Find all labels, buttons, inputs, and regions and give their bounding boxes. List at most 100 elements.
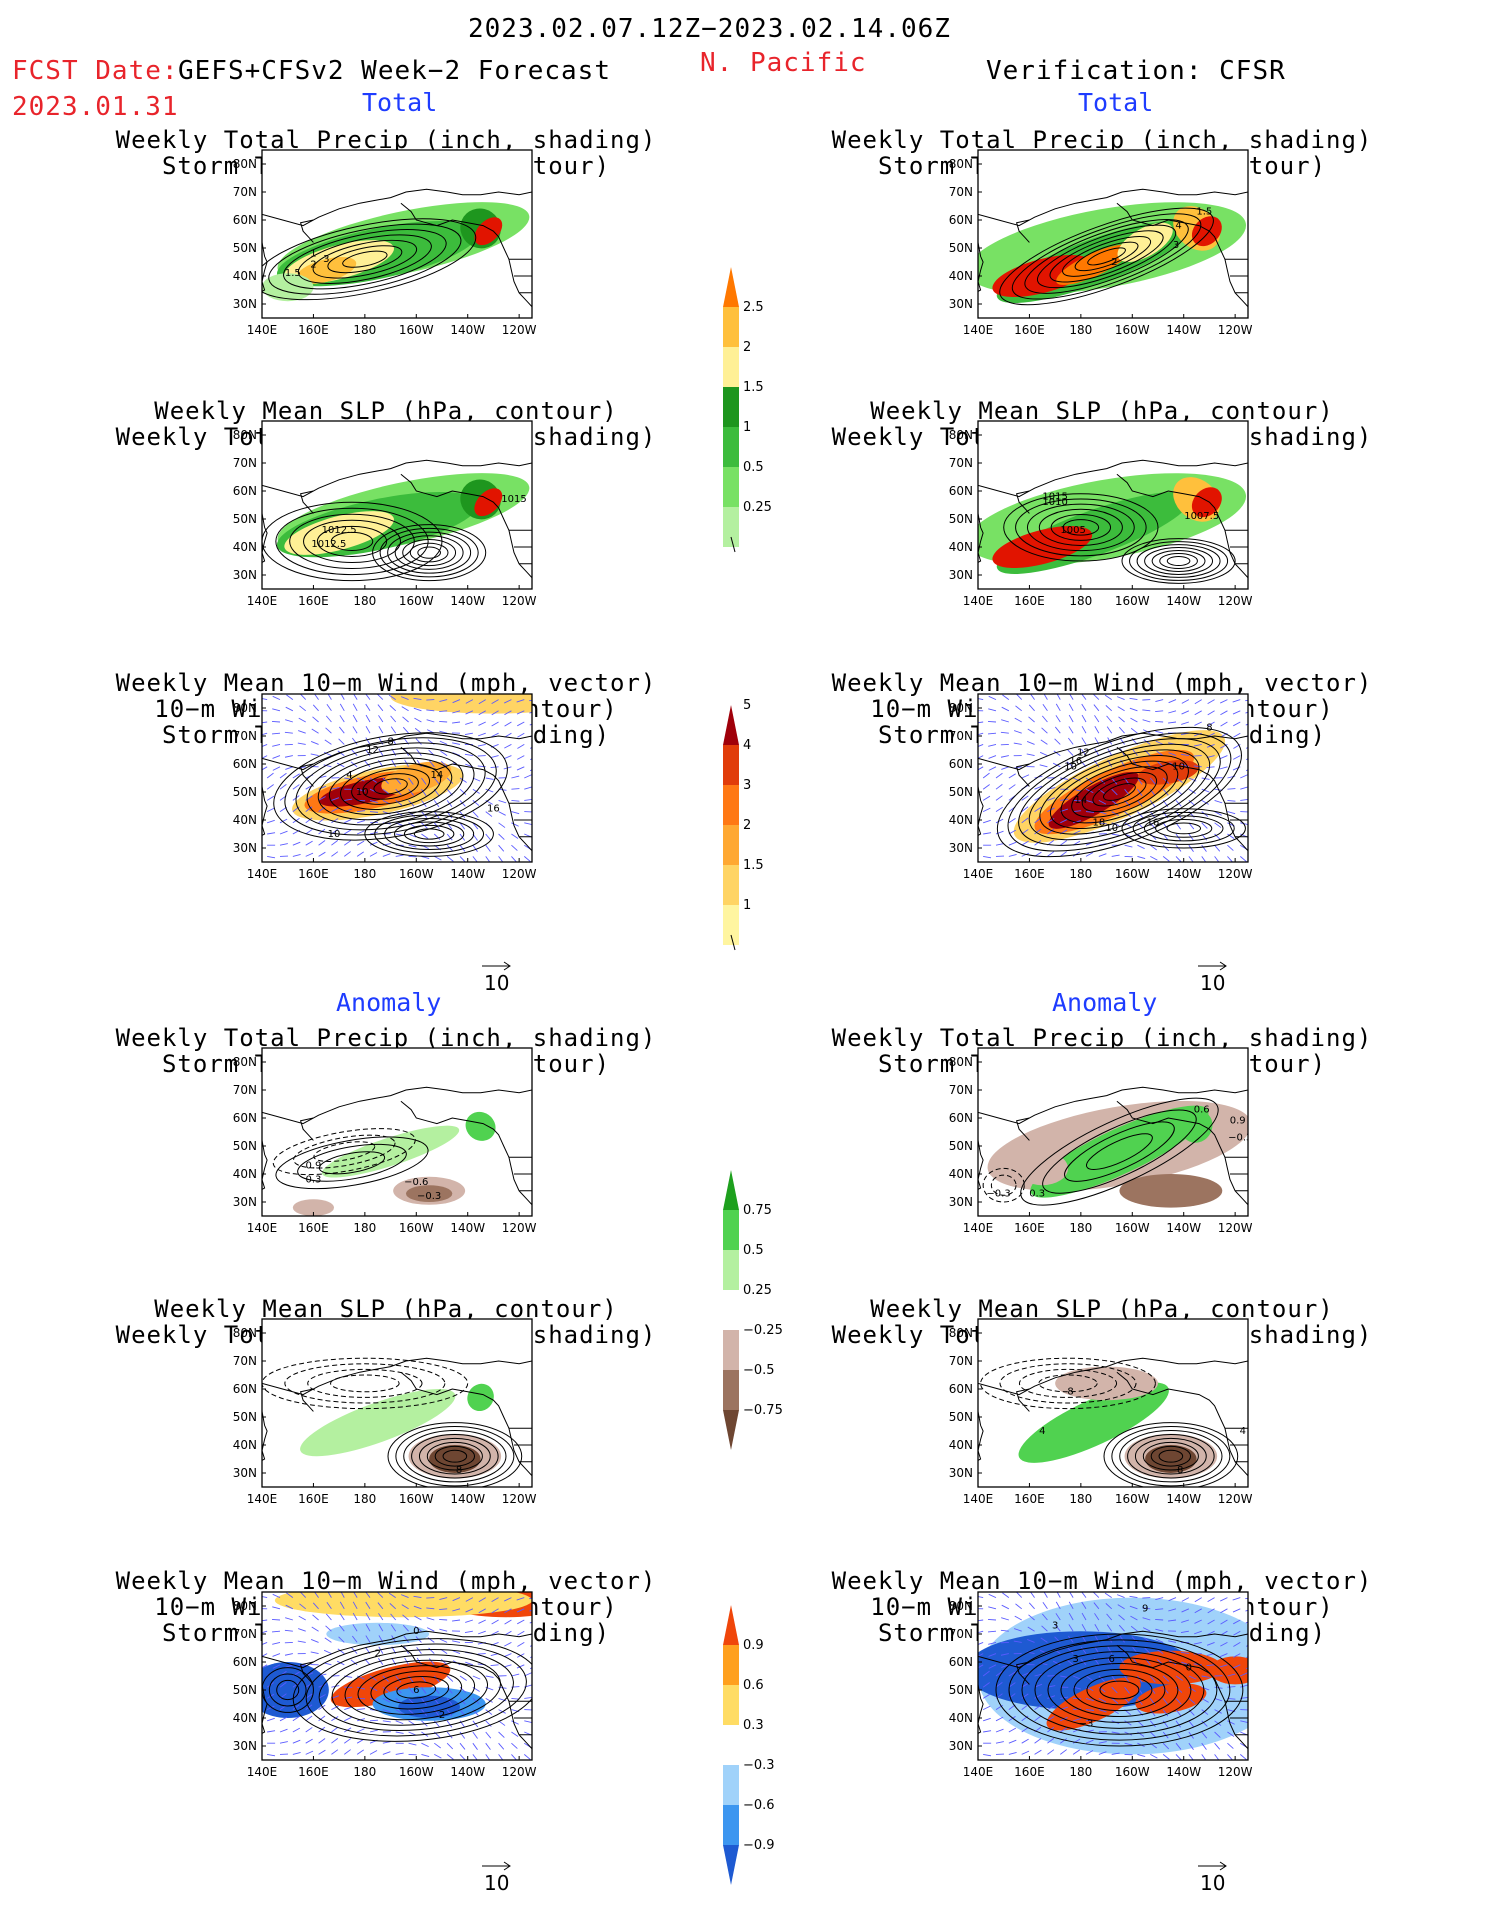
- wind-vector: [1060, 1727, 1068, 1733]
- coastline: [978, 188, 1248, 227]
- legend-tick-label: 0.6: [743, 1678, 764, 1693]
- contour-line: [351, 767, 431, 805]
- coastline: [400, 1100, 532, 1206]
- contour-label: 14: [1074, 795, 1087, 806]
- wind-vector: [388, 1592, 396, 1598]
- wind-vector: [550, 809, 558, 812]
- wind-vector: [1056, 1592, 1061, 1598]
- x-tick-label: 160W: [1115, 1765, 1150, 1779]
- wind-vector: [1013, 1664, 1022, 1667]
- wind-vector: [452, 699, 461, 704]
- wind-vector: [1107, 1646, 1113, 1654]
- wind-vector: [365, 1612, 371, 1621]
- wind-vector: [350, 1659, 358, 1666]
- wind-vector: [550, 845, 558, 846]
- contour-line: [316, 525, 388, 557]
- x-tick-label: 180: [1069, 1221, 1092, 1235]
- wind-vector: [978, 1641, 984, 1646]
- contour-line: [1155, 818, 1213, 838]
- wind-vector: [1239, 1754, 1247, 1760]
- forecast-model-label: GEFS+CFSv2 Week−2 Forecast: [178, 56, 611, 86]
- x-tick-label: 140W: [450, 594, 485, 608]
- wind-vector: [1245, 1609, 1248, 1612]
- wind-vector: [1150, 856, 1158, 861]
- x-tick-label: 140E: [963, 323, 994, 337]
- wind-vector: [459, 822, 466, 830]
- contour-line: [318, 1648, 514, 1732]
- shading-region: [262, 273, 314, 302]
- wind-vector: [1207, 1630, 1215, 1636]
- wind-vector: [439, 710, 448, 713]
- wind-vector: [1111, 777, 1118, 785]
- wind-vector: [311, 1626, 319, 1632]
- anom-wind-verification-map: 9 3 3 6 0 −3 140E 160E 180 160W 140W 120W 30N 40N 50N 6…: [949, 1591, 1253, 1779]
- contour-line: [1018, 1368, 1118, 1398]
- wind-vector: [1188, 1698, 1196, 1704]
- contour-label: −0.3: [417, 1191, 441, 1202]
- wind-vector: [262, 1653, 268, 1657]
- wind-vector: [356, 830, 365, 835]
- wind-vector: [1068, 726, 1074, 734]
- wind-vector: [446, 1709, 453, 1717]
- contour-line: [284, 1363, 446, 1404]
- coastline: [1251, 834, 1274, 854]
- wind-vector: [1214, 799, 1223, 804]
- coastline: [978, 732, 1248, 771]
- wind-vector: [1233, 1630, 1241, 1636]
- y-tick-label: 30N: [949, 1195, 973, 1209]
- wind-vector: [1168, 710, 1177, 714]
- wind-vector: [1266, 1719, 1274, 1721]
- contour-line: [1127, 1433, 1215, 1479]
- wind-vector: [550, 821, 558, 823]
- x-tick-label: 160W: [399, 1765, 434, 1779]
- svg-text:10: 10: [484, 971, 509, 995]
- wind-vector: [378, 715, 384, 723]
- shading-region: [296, 256, 357, 284]
- wind-vector: [1266, 797, 1273, 801]
- wind-vector: [389, 1603, 397, 1610]
- anom-precip-verification-map: 0.6 0.9 −0.3 −0.3 0.3 140E 160E 180 160W 140W 120W…: [949, 1047, 1253, 1235]
- wind-vector: [1227, 833, 1235, 839]
- wind-vector: [1008, 841, 1017, 846]
- x-tick-label: 120W: [502, 1221, 537, 1235]
- y-tick-label: 70N: [949, 456, 973, 470]
- coastline: [1116, 1371, 1248, 1477]
- wind-vector: [1220, 710, 1228, 716]
- contour-line: [1026, 503, 1135, 552]
- y-tick-label: 80N: [233, 1599, 257, 1613]
- contour-line: [1062, 519, 1100, 536]
- y-tick-label: 40N: [949, 813, 973, 827]
- wind-vector: [1214, 811, 1222, 816]
- contour-label: 3: [1052, 1620, 1058, 1631]
- legend-swatch: [723, 1845, 739, 1885]
- wind-vector: [1137, 788, 1143, 796]
- contour-label: 1015: [501, 494, 526, 505]
- wind-vector: [995, 795, 1003, 801]
- wind-vector: [378, 726, 384, 734]
- wind-vector: [439, 730, 448, 734]
- wind-vector: [1021, 1693, 1029, 1699]
- x-tick-label: 140W: [1166, 323, 1201, 337]
- wind-vector: [1073, 1708, 1082, 1711]
- wind-vector: [1116, 696, 1125, 701]
- wind-vector: [1240, 1684, 1248, 1688]
- shading-region: [262, 1662, 329, 1718]
- x-tick-label: 120W: [1218, 1221, 1253, 1235]
- wind-vector: [1081, 726, 1087, 734]
- wind-vector: [517, 744, 525, 749]
- wind-vector: [1168, 721, 1177, 724]
- legend-swatch: [723, 1685, 739, 1725]
- y-tick-label: 40N: [233, 269, 257, 283]
- wind-vector: [1253, 810, 1261, 811]
- wind-vector: [340, 1592, 345, 1598]
- wind-vector: [1008, 1739, 1017, 1744]
- wind-vector: [426, 1617, 435, 1621]
- wind-vector: [550, 856, 558, 858]
- x-tick-label: 160E: [298, 867, 329, 881]
- wind-vector: [1106, 1624, 1113, 1632]
- coastline: [1015, 490, 1030, 514]
- legend-swatch: [723, 1250, 739, 1290]
- wind-vector: [369, 841, 378, 846]
- contour-line: [1151, 550, 1206, 572]
- wind-vector: [292, 854, 301, 857]
